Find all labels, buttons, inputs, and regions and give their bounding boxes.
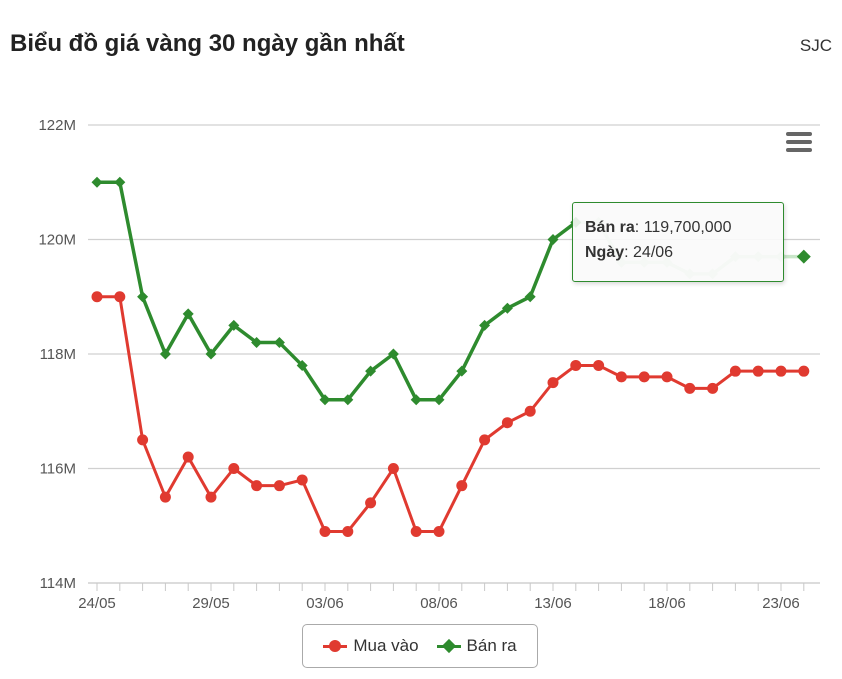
- tooltip-series-label: Bán ra: [585, 219, 635, 236]
- data-point-sell: [524, 291, 536, 303]
- data-point-sell: [547, 234, 559, 245]
- legend-label-sell: Bán ra: [466, 636, 517, 655]
- tooltip-value: 119,700,000: [643, 219, 732, 236]
- data-point-sell: [182, 308, 194, 320]
- x-tick-label: 18/06: [648, 595, 686, 612]
- data-point-buy: [752, 365, 764, 377]
- data-point-sell: [319, 394, 331, 406]
- data-point-buy: [798, 365, 810, 377]
- data-point-sell: [410, 394, 422, 406]
- data-point-buy: [91, 291, 103, 303]
- y-tick-label: 116M: [40, 461, 76, 478]
- data-point-buy: [137, 434, 149, 446]
- data-point-buy: [501, 417, 513, 429]
- data-point-buy: [182, 451, 194, 463]
- data-point-sell: [228, 319, 240, 331]
- data-point-buy: [729, 365, 741, 377]
- x-tick-label: 23/06: [762, 595, 800, 612]
- data-point-buy: [205, 491, 217, 503]
- x-tick-label: 24/05: [78, 595, 116, 612]
- data-point-buy: [524, 405, 536, 417]
- circle-marker-icon: [323, 640, 348, 652]
- chart-menu-icon[interactable]: [786, 132, 814, 154]
- data-point-buy: [387, 463, 399, 474]
- data-point-buy: [615, 371, 627, 383]
- data-point-sell: [433, 394, 445, 406]
- data-point-sell: [479, 319, 491, 331]
- legend-label-buy: Mua vào: [353, 636, 419, 655]
- tooltip: Bán ra: 119,700,000 Ngày: 24/06: [572, 202, 784, 282]
- x-tick-label: 13/06: [534, 595, 572, 612]
- series-line-sell: [97, 180, 577, 402]
- tooltip-date-label: Ngày: [585, 244, 625, 261]
- data-point-buy: [570, 359, 582, 371]
- data-point-buy: [114, 291, 126, 303]
- grid-lines: [88, 124, 820, 584]
- tooltip-date: 24/06: [633, 244, 674, 261]
- data-point-buy: [159, 491, 171, 503]
- data-point-buy: [661, 371, 673, 383]
- data-point-buy: [296, 474, 308, 486]
- data-point-buy: [228, 463, 240, 474]
- legend-item-buy[interactable]: Mua vào: [323, 636, 419, 656]
- legend: Mua vào Bán ra: [302, 624, 538, 668]
- data-point-buy: [319, 525, 331, 537]
- data-point-buy: [410, 525, 422, 537]
- y-tick-label: 118M: [40, 346, 76, 363]
- data-point-sell: [387, 348, 399, 360]
- y-tick-label: 120M: [38, 232, 76, 249]
- data-point-sell: [251, 337, 263, 349]
- y-tick-label: 114M: [40, 575, 76, 592]
- data-point-sell: [796, 249, 811, 264]
- chart-title: Biểu đồ giá vàng 30 ngày gần nhất: [10, 30, 405, 57]
- data-point-buy: [593, 359, 605, 371]
- data-point-buy: [273, 480, 285, 492]
- data-point-sell: [501, 302, 513, 314]
- x-tick-label: 03/06: [306, 595, 344, 612]
- data-point-sell: [456, 365, 468, 377]
- data-point-buy: [638, 371, 650, 383]
- data-point-sell: [342, 394, 354, 406]
- brand-label: SJC: [799, 36, 832, 55]
- data-point-sell: [114, 176, 126, 188]
- x-axis: 24/05 29/05 03/06 08/06 13/06 18/06 23/06: [78, 583, 805, 612]
- data-point-buy: [251, 480, 263, 492]
- data-point-sell: [296, 359, 308, 371]
- data-point-buy: [684, 382, 696, 394]
- data-point-buy: [547, 377, 559, 389]
- y-axis-labels: 114M 116M 118M 120M 122M: [38, 117, 76, 592]
- data-point-sell: [137, 291, 149, 303]
- data-point-sell: [273, 337, 285, 349]
- data-point-sell: [91, 176, 103, 188]
- data-point-buy: [433, 525, 445, 537]
- data-point-buy: [342, 525, 354, 537]
- data-point-sell: [159, 348, 171, 360]
- data-point-buy: [365, 497, 377, 509]
- legend-item-sell[interactable]: Bán ra: [436, 636, 517, 656]
- data-point-buy: [707, 382, 719, 394]
- series-line-buy: [97, 295, 804, 533]
- y-tick-label: 122M: [38, 117, 76, 134]
- data-point-sell: [365, 365, 377, 377]
- data-point-buy: [456, 480, 468, 492]
- x-tick-label: 29/05: [192, 595, 230, 612]
- x-tick-label: 08/06: [420, 595, 458, 612]
- data-point-buy: [479, 434, 491, 446]
- data-point-buy: [775, 365, 787, 377]
- diamond-marker-icon: [436, 641, 461, 651]
- data-point-sell: [205, 348, 217, 360]
